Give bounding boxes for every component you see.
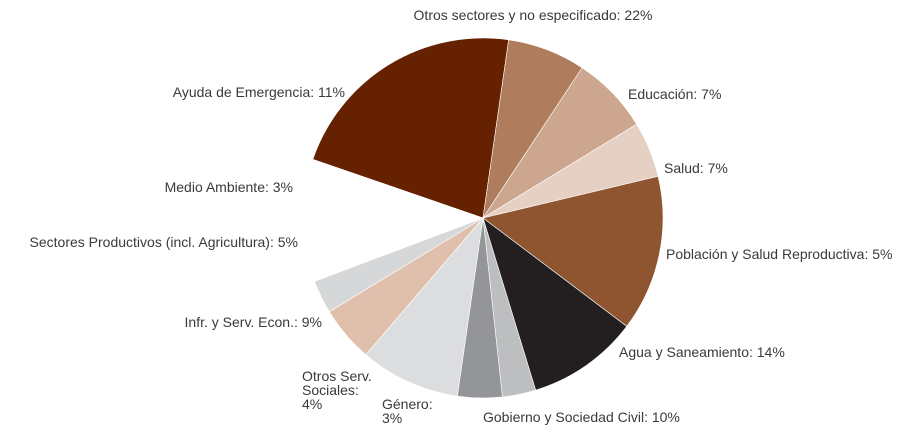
slice-label-otros-sectores-y-no-especificado: Otros sectores y no especificado: 22% [414, 7, 653, 23]
slice-label-sectores-productivos-incl-agricultura: Sectores Productivos (incl. Agricultura)… [30, 234, 298, 250]
pie-slice-ayuda-de-emergencia [302, 159, 484, 282]
pie-slice-infr-y-serv-econ [365, 217, 484, 397]
pie-slice-otros-sectores-y-no-especificado [312, 37, 510, 219]
slice-label-agua-y-saneamiento: Agua y Saneamiento: 14% [619, 344, 785, 360]
pie-slice-agua-y-saneamiento [482, 175, 664, 327]
slice-label-ayuda-de-emergencia: Ayuda de Emergencia: 11% [173, 84, 345, 100]
slice-label-infr-y-serv-econ: Infr. y Serv. Econ.: 9% [185, 314, 322, 330]
slice-label-gobierno-y-sociedad-civil: Gobierno y Sociedad Civil: 10% [483, 409, 680, 425]
slice-label-genero: Género: 3% [382, 396, 433, 426]
pie-slice-gobierno-y-sociedad-civil [482, 217, 628, 391]
slice-label-educacion: Educación: 7% [628, 86, 721, 102]
slice-label-poblacion-y-salud-reproductiva: Población y Salud Reproductiva: 5% [666, 246, 892, 262]
slice-label-otros-serv-sociales: Otros Serv. Sociales: 4% [302, 368, 372, 412]
slice-label-medio-ambiente: Medio Ambiente: 3% [165, 179, 293, 195]
slice-label-salud: Salud: 7% [664, 160, 728, 176]
